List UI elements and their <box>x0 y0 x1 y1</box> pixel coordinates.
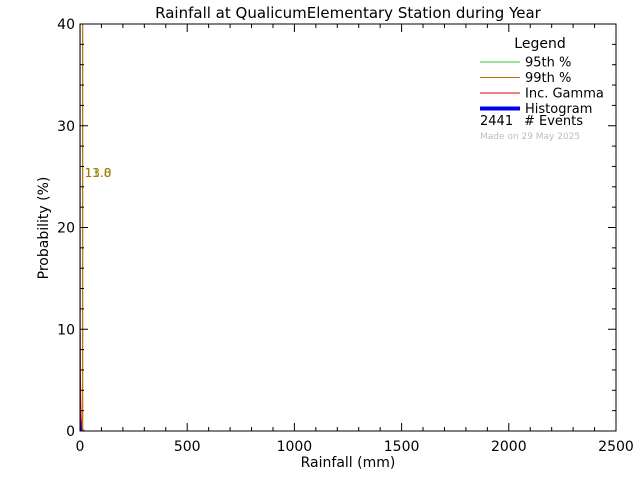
legend-entry-label: Inc. Gamma <box>525 87 604 102</box>
x-axis-ticks: 0 500 1000 1500 2000 2500 <box>76 24 634 455</box>
made-on-note: Made on 29 May 2025 <box>480 132 580 142</box>
chart-title: Rainfall at QualicumElementary Station d… <box>155 4 542 22</box>
percentile-label: 11.8 <box>85 166 112 180</box>
histogram-bar <box>81 428 83 431</box>
y-axis-ticks: 0 10 20 30 40 <box>57 17 616 440</box>
legend-events-label: # Events <box>524 114 583 129</box>
percentile-label: 13.0 <box>85 166 112 180</box>
x-axis-label: Rainfall (mm) <box>301 455 396 471</box>
histogram-bar <box>80 424 82 431</box>
legend-title: Legend <box>514 36 565 52</box>
y-axis-label: Probability (%) <box>36 177 52 280</box>
x-tick-label: 500 <box>174 439 201 455</box>
legend-entry-label: Histogram <box>525 102 592 117</box>
legend-entry-label: 95th % <box>525 56 571 71</box>
y-tick-label: 10 <box>57 322 75 338</box>
histogram-bar <box>80 414 82 431</box>
y-tick-label: 20 <box>57 221 75 237</box>
x-tick-label: 0 <box>76 439 85 455</box>
x-tick-label: 2500 <box>598 439 634 455</box>
x-tick-label: 1000 <box>277 439 313 455</box>
legend-events-count: 2441 <box>480 114 513 129</box>
x-tick-label: 2000 <box>491 439 527 455</box>
legend-entry-label: 99th % <box>525 71 571 86</box>
x-tick-label: 1500 <box>384 439 420 455</box>
y-tick-label: 0 <box>66 424 75 440</box>
y-tick-label: 30 <box>57 119 75 135</box>
y-tick-label: 40 <box>57 17 75 33</box>
